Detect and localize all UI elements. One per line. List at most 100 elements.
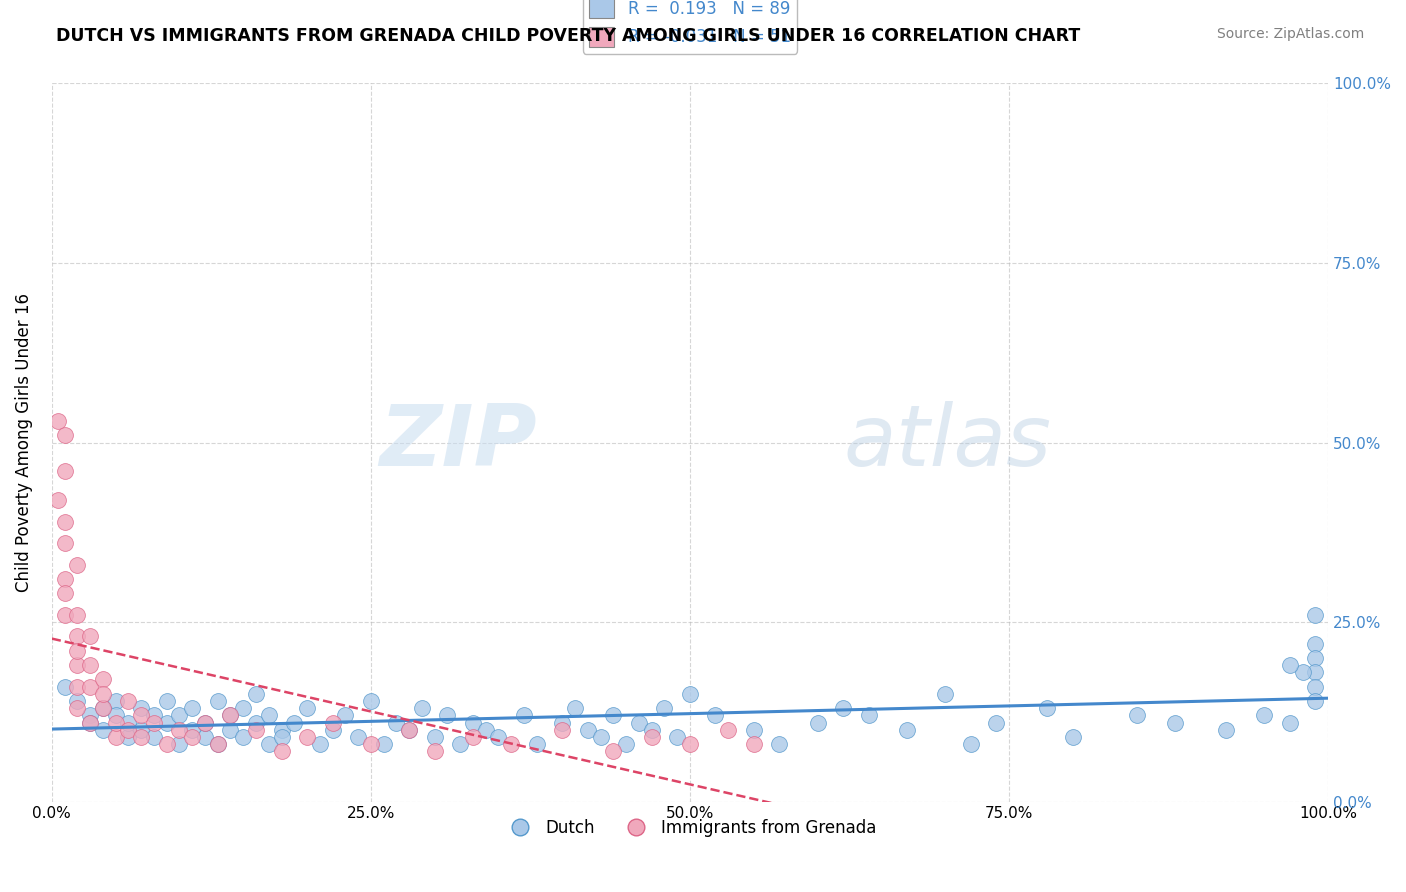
Point — [129, 701, 152, 715]
Point — [1305, 651, 1327, 665]
Point — [704, 708, 727, 723]
Point — [501, 737, 523, 751]
Point — [91, 687, 114, 701]
Point — [742, 737, 765, 751]
Point — [373, 737, 395, 751]
Point — [449, 737, 471, 751]
Point — [117, 715, 139, 730]
Point — [959, 737, 981, 751]
Point — [79, 629, 101, 643]
Point — [181, 730, 204, 744]
Point — [832, 701, 855, 715]
Point — [207, 737, 229, 751]
Point — [129, 723, 152, 737]
Point — [66, 607, 89, 622]
Point — [66, 558, 89, 572]
Point — [219, 708, 242, 723]
Point — [117, 694, 139, 708]
Point — [194, 730, 217, 744]
Point — [46, 414, 69, 428]
Point — [79, 715, 101, 730]
Point — [986, 715, 1008, 730]
Point — [194, 715, 217, 730]
Point — [156, 694, 179, 708]
Point — [461, 715, 484, 730]
Point — [232, 701, 254, 715]
Text: atlas: atlas — [844, 401, 1052, 484]
Point — [270, 730, 292, 744]
Point — [1278, 658, 1301, 673]
Point — [398, 723, 420, 737]
Point — [666, 730, 689, 744]
Text: Source: ZipAtlas.com: Source: ZipAtlas.com — [1216, 27, 1364, 41]
Point — [398, 723, 420, 737]
Point — [347, 730, 370, 744]
Point — [1036, 701, 1059, 715]
Point — [360, 737, 382, 751]
Point — [53, 464, 76, 478]
Point — [257, 737, 280, 751]
Point — [79, 658, 101, 673]
Point — [66, 680, 89, 694]
Point — [270, 723, 292, 737]
Point — [91, 723, 114, 737]
Point — [488, 730, 510, 744]
Point — [104, 694, 127, 708]
Point — [194, 715, 217, 730]
Point — [53, 536, 76, 550]
Point — [46, 492, 69, 507]
Point — [742, 723, 765, 737]
Point — [283, 715, 305, 730]
Point — [245, 715, 267, 730]
Point — [53, 586, 76, 600]
Point — [129, 708, 152, 723]
Point — [53, 607, 76, 622]
Point — [551, 715, 574, 730]
Point — [308, 737, 330, 751]
Point — [360, 694, 382, 708]
Point — [526, 737, 548, 751]
Point — [91, 701, 114, 715]
Point — [142, 708, 165, 723]
Point — [627, 715, 650, 730]
Point — [436, 708, 458, 723]
Point — [513, 708, 536, 723]
Point — [117, 730, 139, 744]
Point — [66, 629, 89, 643]
Point — [461, 730, 484, 744]
Point — [53, 680, 76, 694]
Point — [1291, 665, 1313, 680]
Point — [104, 730, 127, 744]
Point — [602, 708, 624, 723]
Point — [411, 701, 433, 715]
Point — [91, 673, 114, 687]
Point — [257, 708, 280, 723]
Point — [335, 708, 357, 723]
Point — [679, 737, 702, 751]
Y-axis label: Child Poverty Among Girls Under 16: Child Poverty Among Girls Under 16 — [15, 293, 32, 592]
Point — [1278, 715, 1301, 730]
Point — [245, 687, 267, 701]
Text: ZIP: ZIP — [380, 401, 537, 484]
Point — [896, 723, 918, 737]
Point — [934, 687, 956, 701]
Point — [1253, 708, 1275, 723]
Point — [640, 730, 662, 744]
Point — [717, 723, 740, 737]
Point — [169, 723, 191, 737]
Point — [614, 737, 637, 751]
Point — [169, 737, 191, 751]
Point — [1062, 730, 1084, 744]
Point — [104, 708, 127, 723]
Point — [79, 715, 101, 730]
Point — [1305, 694, 1327, 708]
Point — [91, 701, 114, 715]
Text: DUTCH VS IMMIGRANTS FROM GRENADA CHILD POVERTY AMONG GIRLS UNDER 16 CORRELATION : DUTCH VS IMMIGRANTS FROM GRENADA CHILD P… — [56, 27, 1080, 45]
Point — [474, 723, 496, 737]
Point — [1164, 715, 1187, 730]
Legend: Dutch, Immigrants from Grenada: Dutch, Immigrants from Grenada — [496, 813, 883, 844]
Point — [53, 572, 76, 586]
Point — [66, 694, 89, 708]
Point — [181, 701, 204, 715]
Point — [1305, 680, 1327, 694]
